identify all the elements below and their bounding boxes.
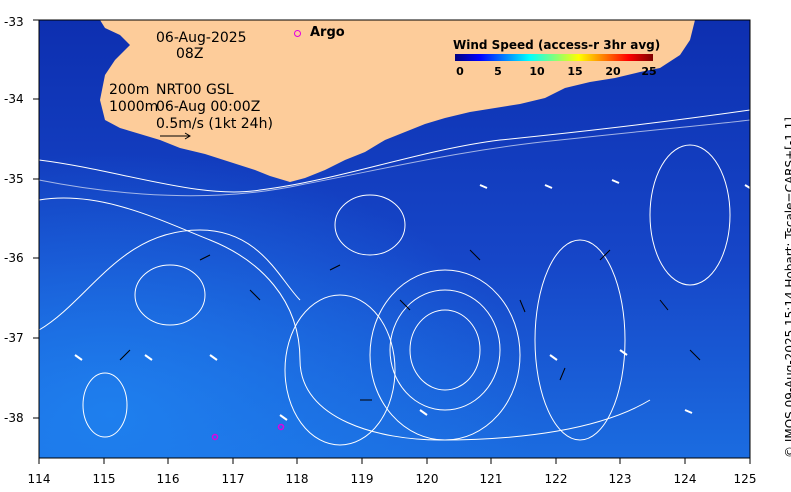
x-tick-label: 116 xyxy=(156,472,180,486)
argo-marker-icon xyxy=(294,30,301,37)
legend-tick: 0 xyxy=(456,65,464,78)
date-label: 06-Aug-2025 xyxy=(156,30,247,46)
y-tick-label: -33 xyxy=(4,15,24,29)
run-time-label: 06-Aug 00:00Z xyxy=(156,99,261,115)
y-tick-label: -34 xyxy=(4,92,24,106)
y-tick-label: -38 xyxy=(4,411,24,425)
hour-label: 08Z xyxy=(176,46,204,62)
y-tick-label: -35 xyxy=(4,172,24,186)
legend-tick: 25 xyxy=(641,65,657,78)
x-tick-label: 122 xyxy=(544,472,568,486)
x-tick-label: 125 xyxy=(733,472,757,486)
legend-title: Wind Speed (access-r 3hr avg) xyxy=(453,38,661,52)
x-tick-label: 121 xyxy=(479,472,503,486)
legend-tick: 15 xyxy=(567,65,583,78)
run-label: NRT00 GSL xyxy=(156,82,234,98)
x-tick-label: 114 xyxy=(27,472,51,486)
arrow-scale-label: 0.5m/s (1kt 24h) xyxy=(156,116,273,132)
depth-200-label: 200m xyxy=(109,82,150,98)
x-tick-label: 120 xyxy=(415,472,439,486)
x-tick-label: 124 xyxy=(673,472,697,486)
x-tick-label: 115 xyxy=(92,472,116,486)
legend-tick: 5 xyxy=(494,65,502,78)
axis-ticks xyxy=(33,19,751,464)
current-arrows xyxy=(119,249,701,401)
x-tick-label: 123 xyxy=(608,472,632,486)
x-tick-label: 117 xyxy=(221,472,245,486)
y-tick-label: -37 xyxy=(4,331,24,345)
contour-lines xyxy=(38,109,751,446)
x-tick-label: 119 xyxy=(350,472,374,486)
x-tick-label: 118 xyxy=(285,472,309,486)
depth-1000-label: 1000m xyxy=(109,99,159,115)
legend-tick: 10 xyxy=(529,65,545,78)
legend-tick: 20 xyxy=(605,65,621,78)
wind-arrows xyxy=(74,179,751,421)
side-caption: © IMOS 09-Aug-2025 15:14 Hobart; Tscale=… xyxy=(783,117,791,458)
y-tick-label: -36 xyxy=(4,251,24,265)
legend-colorbar xyxy=(455,54,653,61)
argo-label: Argo xyxy=(310,25,345,40)
